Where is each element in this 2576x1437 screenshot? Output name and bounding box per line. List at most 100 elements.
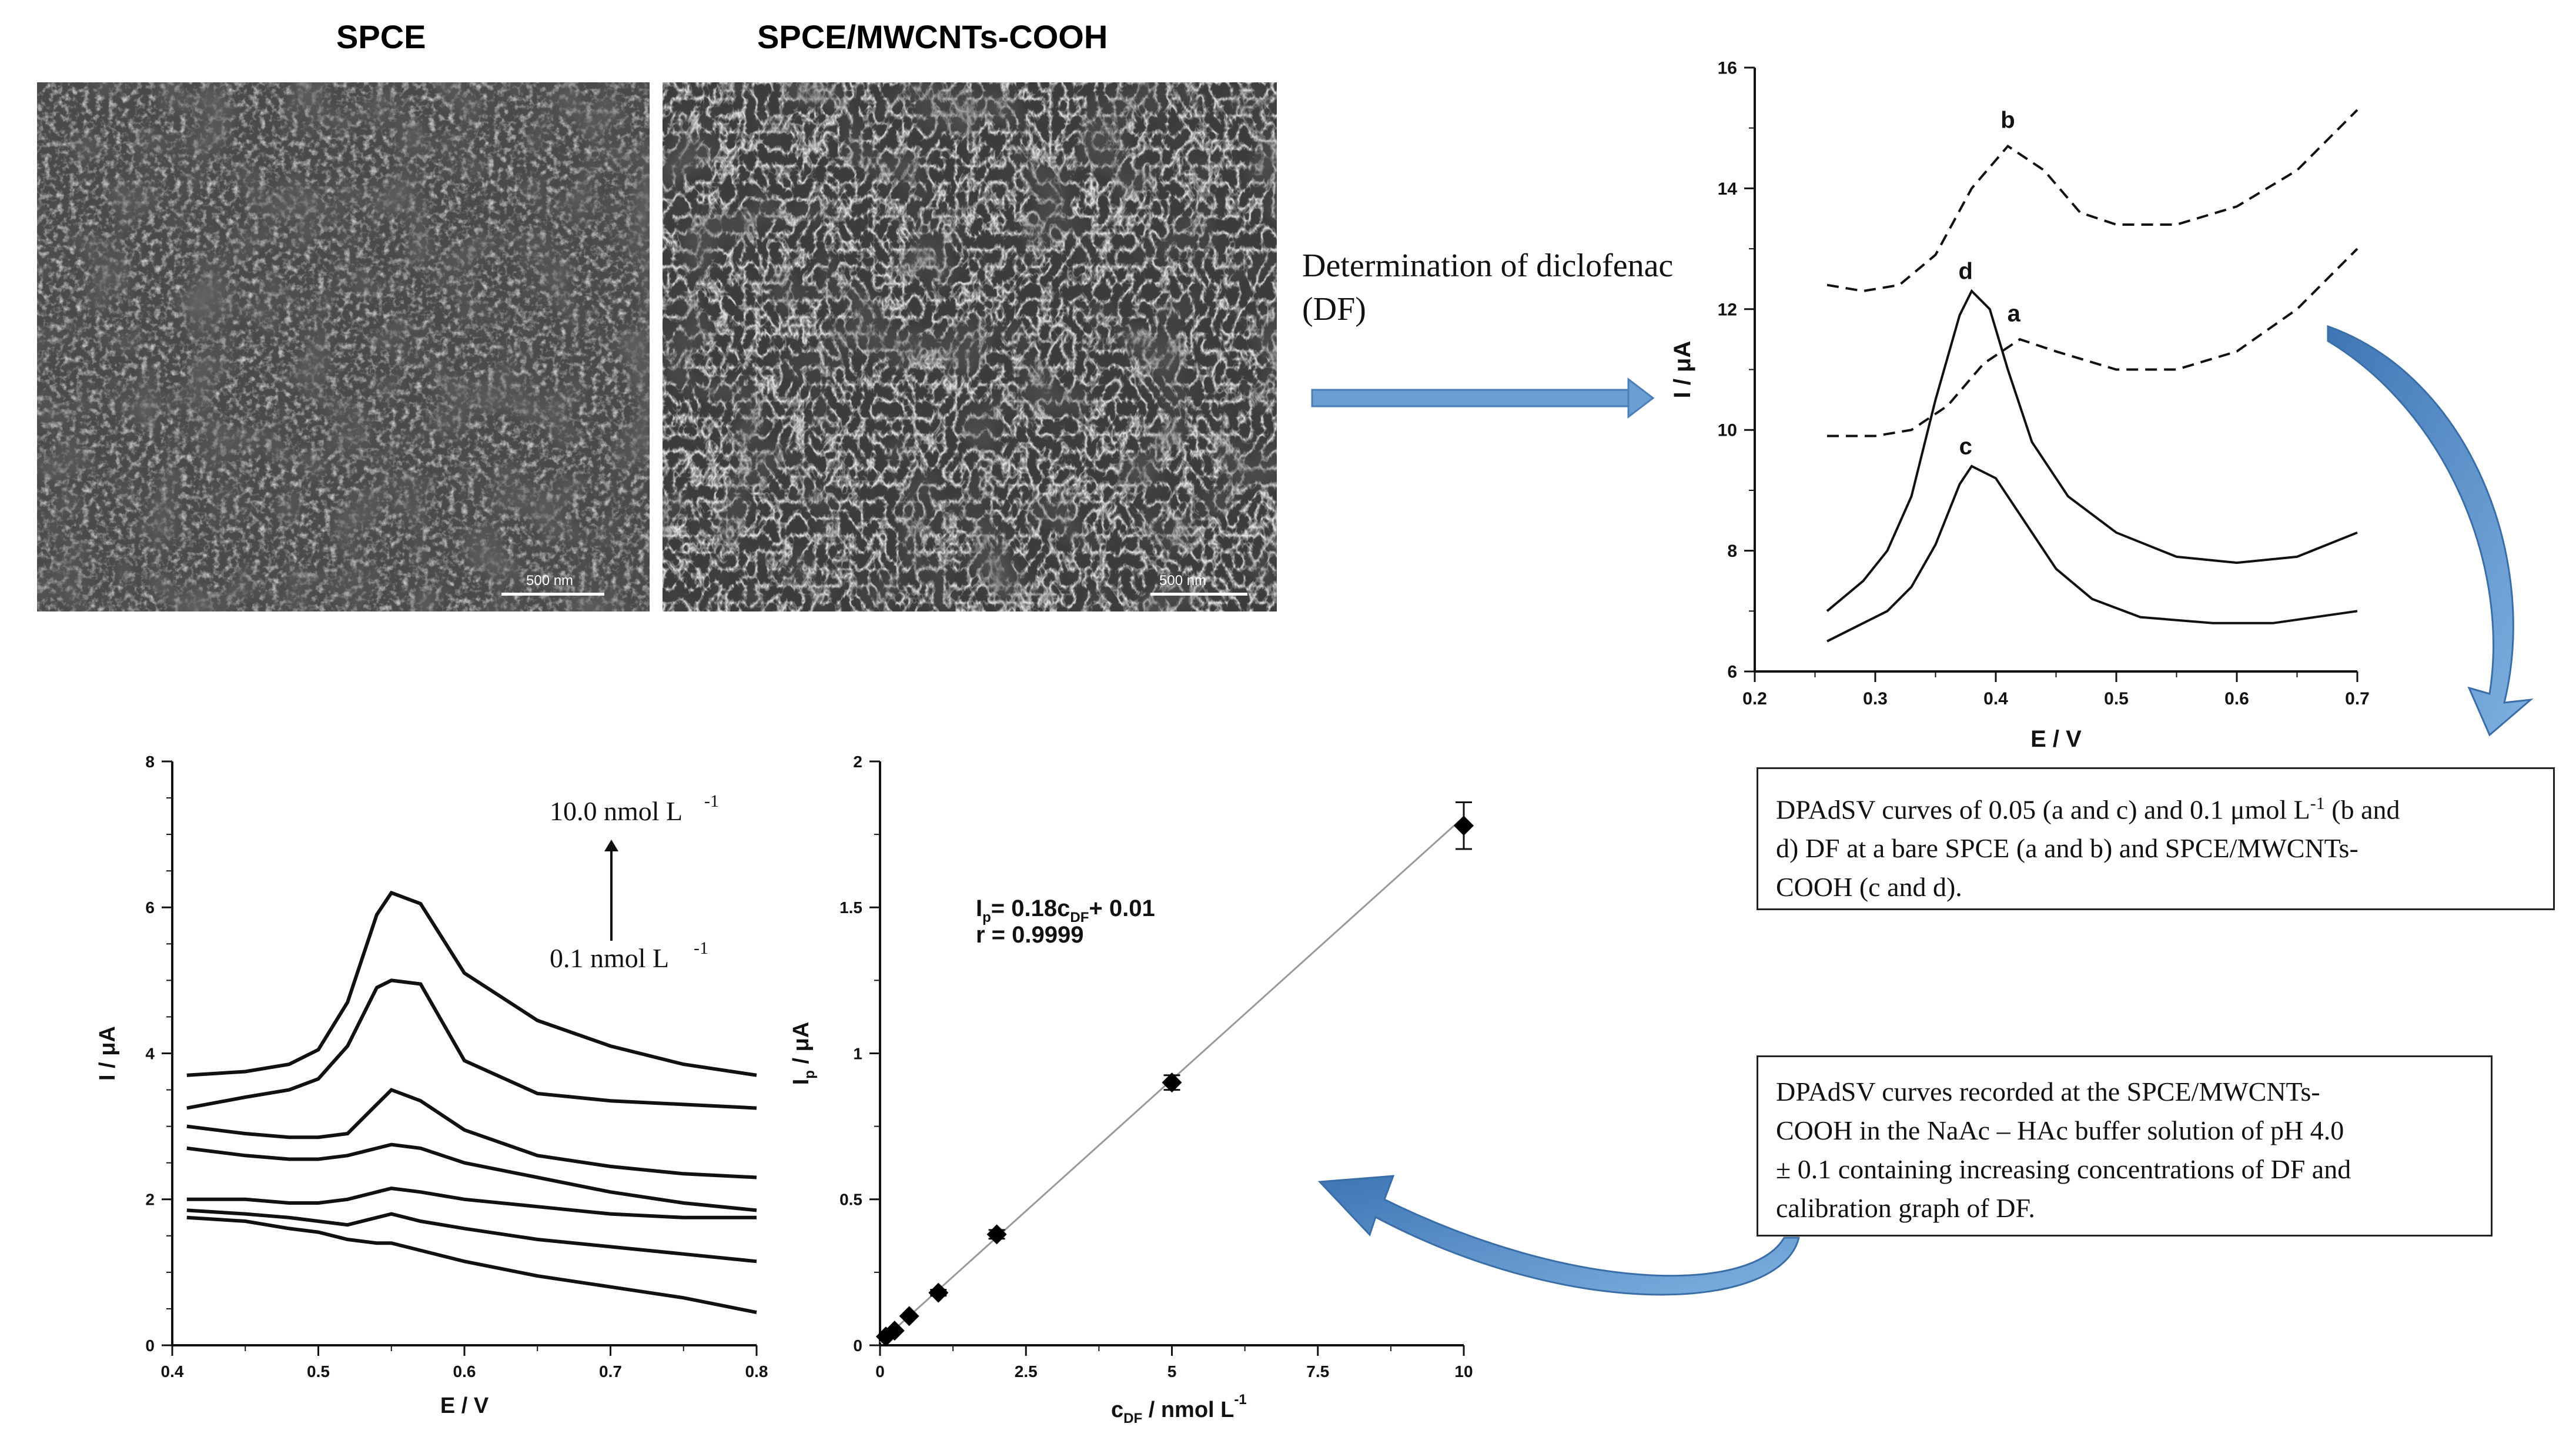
y-tick-label: 0.5 <box>839 1191 862 1209</box>
series-line-b <box>1826 109 2358 293</box>
y-tick-label: 1.5 <box>839 898 862 917</box>
y-tick-label: 16 <box>1718 59 1737 78</box>
scale-label-spce: 500 nm <box>526 573 574 589</box>
series-line-6 <box>186 978 757 1110</box>
fit-equation-part: + 0.01 <box>1089 895 1155 921</box>
data-point <box>1454 816 1474 836</box>
caption-top-line1: DPAdSV curves of 0.05 (a and c) and 0.1 … <box>1776 794 2310 825</box>
y-axis-label: Ip / μA <box>789 1022 818 1085</box>
y-tick-label: 4 <box>145 1044 155 1062</box>
x-tick-label: 0.6 <box>2224 689 2249 709</box>
x-tick-label: 0.7 <box>2345 689 2370 709</box>
caption-bottom: DPAdSV curves recorded at the SPCE/MWCNT… <box>1757 1055 2493 1237</box>
annotation-top-sup: -1 <box>704 791 719 811</box>
series-line-4 <box>186 1142 757 1212</box>
x-axis-label: E / V <box>440 1393 489 1418</box>
series-line-c <box>1826 464 2358 643</box>
chart-voltammogram-bottom: 0.4 0.5 0.6 0.7 0.8 0 2 4 6 8 E / V I / μA 10.0 nmol… <box>95 753 768 1418</box>
correlation-label: r = 0.9999 <box>976 922 1084 948</box>
series-line-2 <box>186 1208 757 1264</box>
caption-top-line3: COOH (c and d). <box>1776 872 1962 903</box>
flow-arrow <box>1311 377 1655 419</box>
caption-top-line1-end: (b and <box>2324 794 2400 825</box>
data-point <box>986 1224 1007 1245</box>
scale-bar-mwcnts <box>1150 593 1247 596</box>
fit-equation-part: p <box>982 910 991 925</box>
y-tick-label: 0 <box>853 1336 862 1355</box>
sem-title-mwcnts: SPCE/MWCNTs-COOH <box>757 18 1108 55</box>
y-tick-label: 6 <box>1727 663 1737 682</box>
curve-label-b: b <box>2000 108 2015 133</box>
annotation-bottom-label: 0.1 nmol L <box>550 943 669 973</box>
annotation-top-label: 10.0 nmol L <box>550 796 683 826</box>
fit-equation-part: I <box>976 895 982 921</box>
concentration-arrowhead <box>604 840 618 851</box>
y-axis-label: I / μA <box>95 1026 120 1081</box>
y-tick-label: 2 <box>853 753 862 771</box>
curve-label-a: a <box>2008 300 2021 326</box>
annotation-bottom-sup: -1 <box>694 938 708 958</box>
y-tick-label: 2 <box>145 1191 155 1209</box>
y-axis-label-part: p <box>802 1070 818 1079</box>
scale-label-mwcnts: 500 nm <box>1159 573 1207 589</box>
sem-title-spce: SPCE <box>336 18 426 55</box>
determination-label-line1: Determination of diclofenac <box>1302 248 1674 284</box>
y-axis-label-part: / μA <box>789 1022 814 1070</box>
x-tick-label: 0.2 <box>1742 689 1767 709</box>
x-axis-label-part: -1 <box>1234 1392 1246 1408</box>
series-line-a <box>1827 248 2358 437</box>
x-tick-label: 0.5 <box>2104 689 2129 709</box>
x-axis-label-part: DF <box>1123 1411 1142 1426</box>
sem-texture-spce <box>37 82 650 611</box>
curve-label-c: c <box>1959 433 1972 459</box>
scale-bar-spce <box>501 593 604 596</box>
caption-bottom-line2: COOH in the NaAc – HAc buffer solution o… <box>1776 1115 2344 1145</box>
y-tick-label: 14 <box>1718 179 1738 199</box>
fit-equation-part: DF <box>1070 910 1089 925</box>
chart-voltammogram-top: 0.2 0.3 0.4 0.5 0.6 0.7 6 8 10 12 14 16 b d a c E / V I /… <box>1670 59 2370 753</box>
sem-image-mwcnts: 500 nm <box>663 82 1277 611</box>
y-axis-label-part: I <box>789 1079 814 1085</box>
caption-top-sup: -1 <box>2310 794 2325 813</box>
data-point <box>884 1321 905 1341</box>
x-tick-label: 0.8 <box>745 1362 768 1381</box>
y-tick-label: 6 <box>145 898 155 917</box>
series-line-1 <box>186 1215 757 1315</box>
y-tick-label: 8 <box>145 753 155 771</box>
x-tick-label: 0.4 <box>161 1362 184 1381</box>
y-tick-label: 12 <box>1718 300 1737 319</box>
x-axis-label: E / V <box>2030 726 2082 752</box>
data-point <box>899 1306 919 1326</box>
fit-equation: Ip= 0.18cDF+ 0.01 <box>976 895 1155 925</box>
caption-top-line2: d) DF at a bare SPCE (a and b) and SPCE/… <box>1776 833 2358 864</box>
y-tick-label: 1 <box>853 1044 862 1062</box>
y-tick-label: 0 <box>145 1336 155 1355</box>
x-tick-label: 10 <box>1454 1362 1473 1381</box>
curved-arrow-bottom <box>1317 1175 1800 1296</box>
caption-bottom-line4: calibration graph of DF. <box>1776 1193 2035 1223</box>
curve-label-d: d <box>1959 258 1973 284</box>
y-tick-label: 10 <box>1718 421 1737 440</box>
x-tick-label: 0.6 <box>453 1362 476 1381</box>
caption-top: DPAdSV curves of 0.05 (a and c) and 0.1 … <box>1757 767 2555 910</box>
caption-bottom-line3: ± 0.1 containing increasing concentratio… <box>1776 1154 2351 1184</box>
sem-image-spce: 500 nm <box>37 82 650 611</box>
x-axis-label: cDF / nmol L-1 <box>1111 1392 1247 1426</box>
x-tick-label: 0.3 <box>1863 689 1888 709</box>
sem-texture-mwcnts <box>663 82 1277 611</box>
series-line-7 <box>186 890 757 1077</box>
curved-arrow-right <box>2327 325 2534 737</box>
caption-bottom-line1: DPAdSV curves recorded at the SPCE/MWCNT… <box>1776 1077 2320 1107</box>
x-axis-label-part: c <box>1111 1398 1123 1422</box>
x-tick-label: 5 <box>1167 1362 1177 1381</box>
series-line-d <box>1826 289 2358 612</box>
series-line-5 <box>186 1088 757 1179</box>
data-point <box>1162 1072 1182 1093</box>
fit-equation-part: = 0.18c <box>991 895 1070 921</box>
x-tick-label: 0.4 <box>1983 689 2008 709</box>
y-tick-label: 8 <box>1727 542 1737 561</box>
x-tick-label: 2.5 <box>1015 1362 1038 1381</box>
determination-label-line2: (DF) <box>1302 291 1366 327</box>
